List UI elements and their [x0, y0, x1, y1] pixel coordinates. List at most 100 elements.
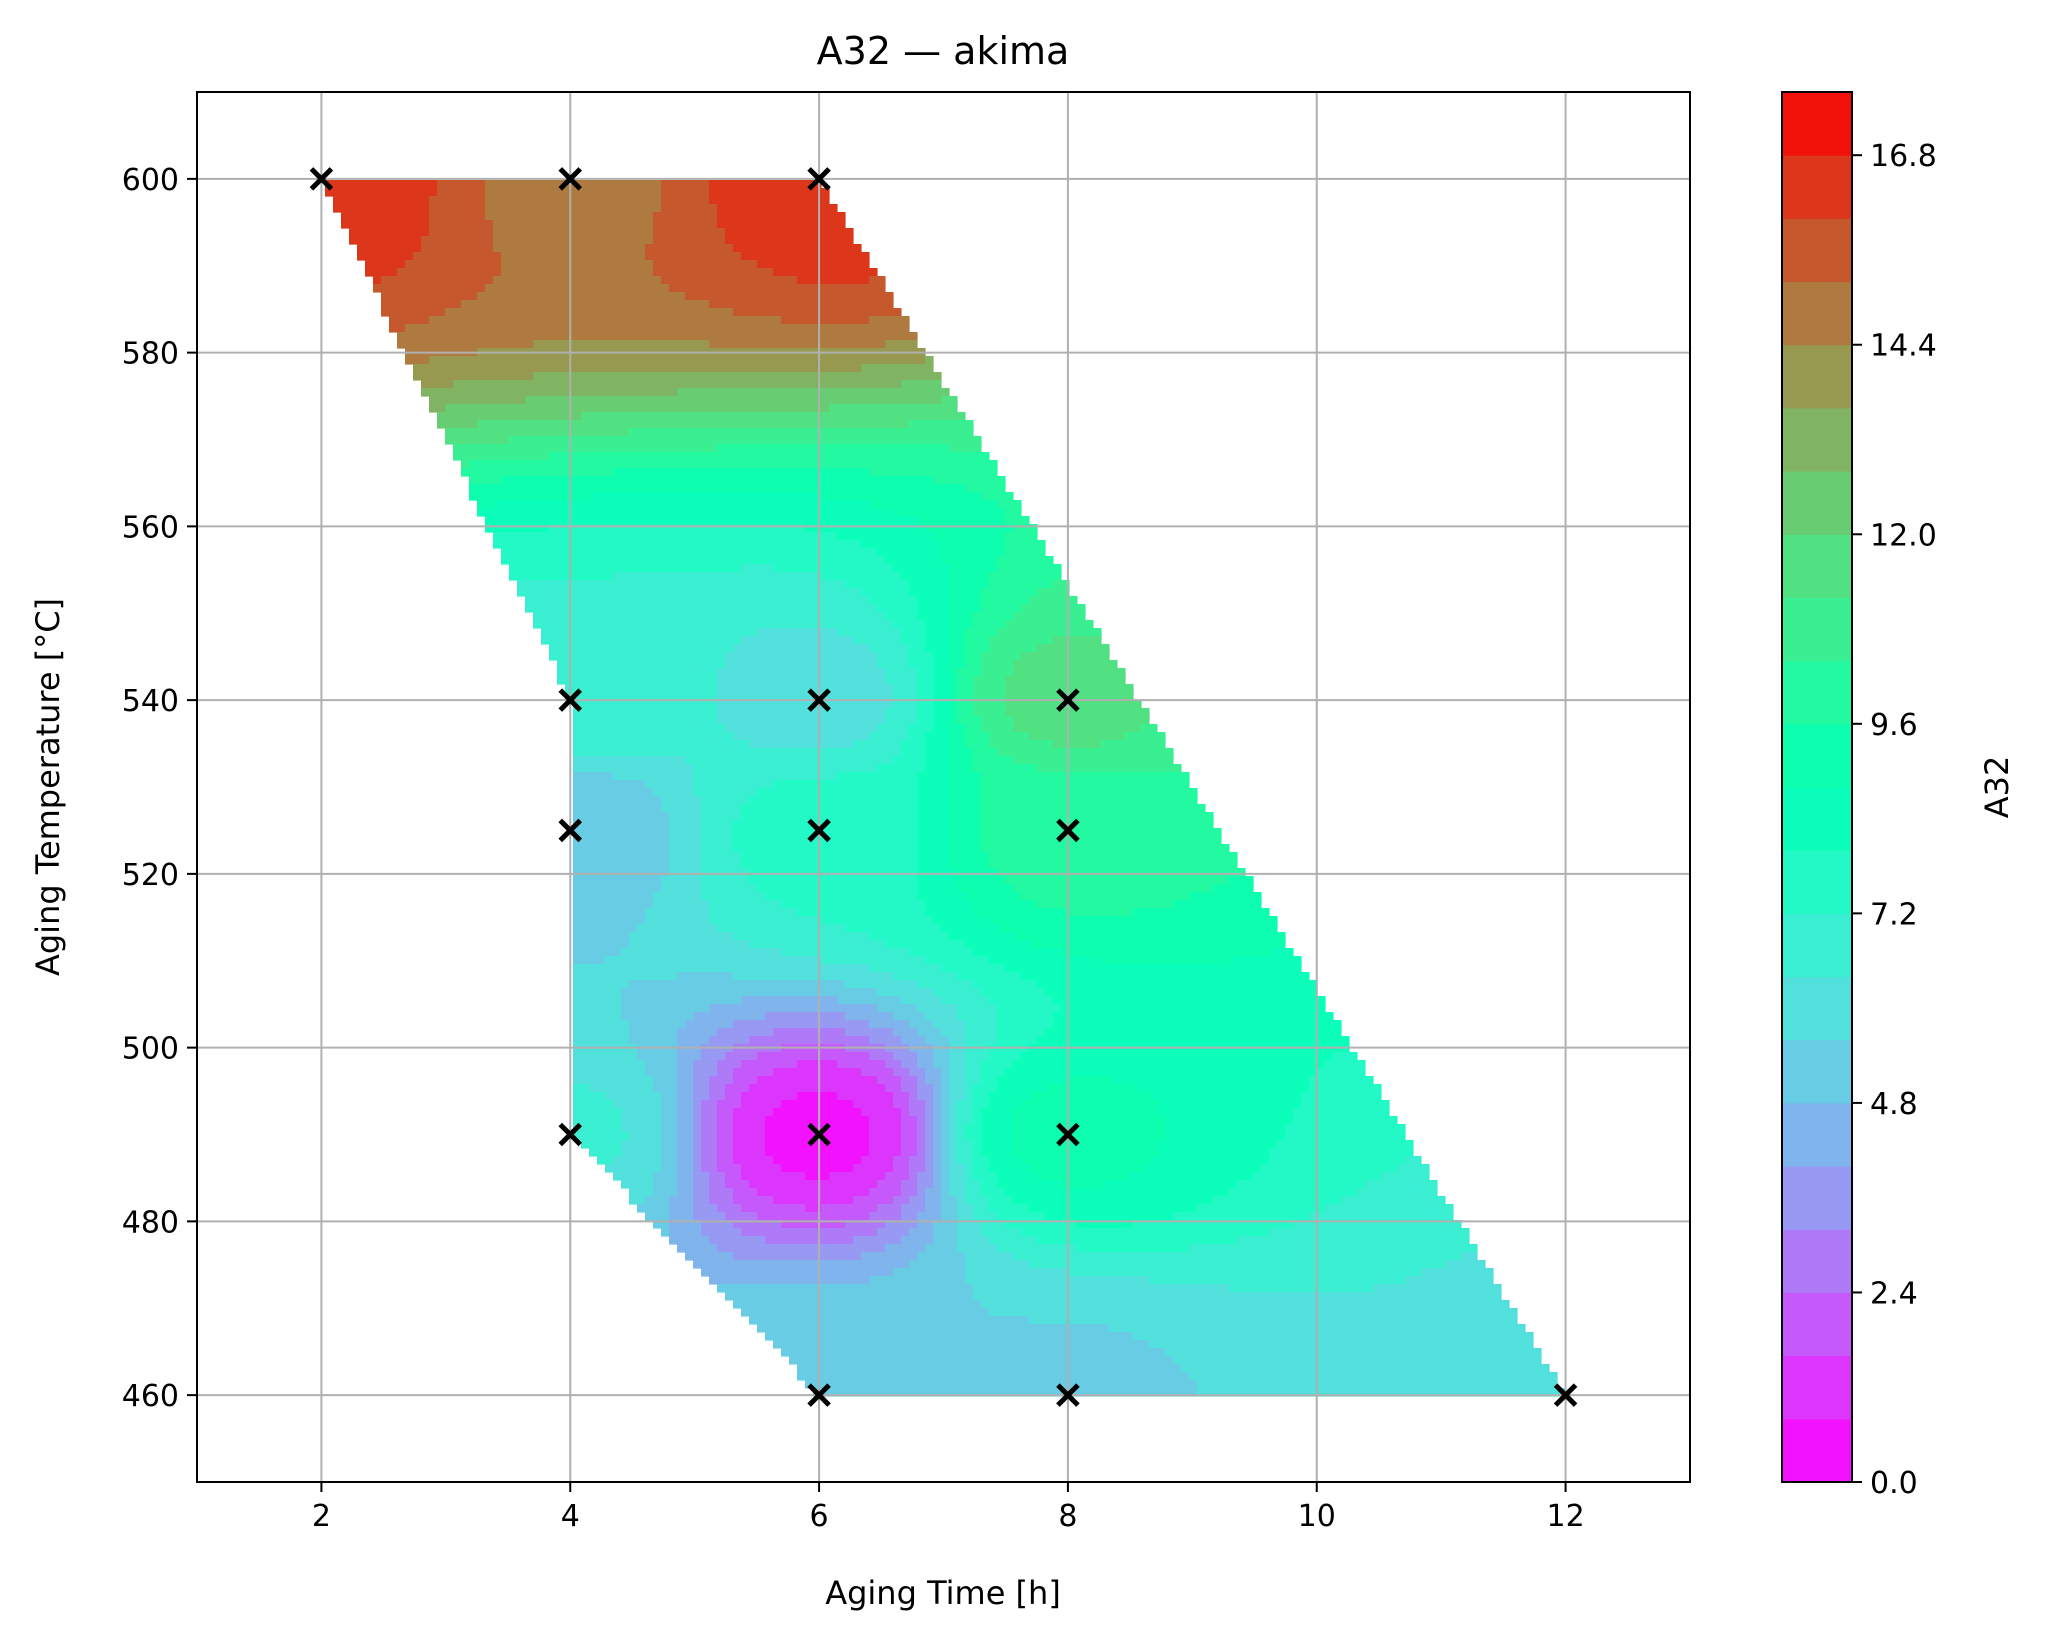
- contour-cell: [797, 180, 806, 189]
- contour-cell: [669, 244, 678, 253]
- contour-cell: [581, 420, 590, 429]
- contour-cell: [1053, 764, 1062, 773]
- contour-cell: [749, 380, 758, 389]
- contour-cell: [877, 444, 886, 453]
- contour-cell: [805, 220, 814, 229]
- contour-cell: [813, 628, 822, 637]
- contour-cell: [709, 724, 718, 733]
- contour-cell: [549, 236, 558, 245]
- contour-cell: [597, 396, 606, 405]
- contour-cell: [733, 532, 742, 541]
- contour-cell: [773, 692, 782, 701]
- contour-cell: [541, 188, 550, 197]
- contour-cell: [893, 564, 902, 573]
- contour-cell: [789, 324, 798, 333]
- contour-cell: [741, 636, 750, 645]
- contour-cell: [981, 548, 990, 557]
- contour-cell: [621, 292, 630, 301]
- contour-cell: [1125, 700, 1134, 709]
- contour-cell: [709, 508, 718, 517]
- contour-cell: [389, 204, 398, 213]
- contour-cell: [605, 708, 614, 717]
- contour-cell: [845, 436, 854, 445]
- contour-cell: [893, 444, 902, 453]
- contour-cell: [693, 460, 702, 469]
- contour-cell: [1101, 668, 1110, 677]
- contour-cell: [821, 652, 830, 661]
- contour-cell: [677, 404, 686, 413]
- contour-cell: [925, 732, 934, 741]
- contour-cell: [1157, 756, 1166, 765]
- contour-cell: [789, 428, 798, 437]
- contour-cell: [557, 300, 566, 309]
- contour-cell: [909, 476, 918, 485]
- contour-cell: [597, 668, 606, 677]
- contour-cell: [757, 684, 766, 693]
- contour-cell: [677, 380, 686, 389]
- contour-cell: [965, 572, 974, 581]
- contour-cell: [589, 292, 598, 301]
- contour-cell: [781, 236, 790, 245]
- contour-cell: [525, 212, 534, 221]
- contour-cell: [597, 324, 606, 333]
- contour-cell: [629, 308, 638, 317]
- contour-cell: [589, 308, 598, 317]
- contour-cell: [645, 276, 654, 285]
- contour-cell: [789, 236, 798, 245]
- contour-cell: [589, 724, 598, 733]
- contour-cell: [605, 388, 614, 397]
- contour-cell: [805, 764, 814, 773]
- contour-cell: [773, 540, 782, 549]
- contour-cell: [693, 588, 702, 597]
- contour-cell: [541, 292, 550, 301]
- contour-cell: [461, 364, 470, 373]
- contour-cell: [957, 516, 966, 525]
- contour-cell: [781, 668, 790, 677]
- contour-cell: [949, 596, 958, 605]
- contour-cell: [949, 732, 958, 741]
- contour-cell: [661, 484, 670, 493]
- contour-cell: [381, 308, 390, 317]
- contour-cell: [669, 724, 678, 733]
- contour-cell: [957, 668, 966, 677]
- contour-cell: [581, 196, 590, 205]
- contour-cell: [845, 500, 854, 509]
- contour-cell: [877, 476, 886, 485]
- contour-cell: [1133, 748, 1142, 757]
- contour-cell: [613, 268, 622, 277]
- contour-cell: [861, 468, 870, 477]
- contour-cell: [509, 220, 518, 229]
- contour-cell: [893, 716, 902, 725]
- contour-cell: [909, 532, 918, 541]
- contour-cell: [485, 220, 494, 229]
- contour-cell: [637, 668, 646, 677]
- contour-cell: [533, 596, 542, 605]
- contour-cell: [973, 460, 982, 469]
- contour-cell: [869, 516, 878, 525]
- contour-cell: [1053, 756, 1062, 765]
- contour-cell: [589, 212, 598, 221]
- contour-cell: [941, 404, 950, 413]
- contour-cell: [669, 276, 678, 285]
- contour-cell: [557, 412, 566, 421]
- contour-cell: [837, 260, 846, 269]
- contour-cell: [965, 476, 974, 485]
- contour-cell: [525, 252, 534, 261]
- contour-cell: [765, 708, 774, 717]
- contour-cell: [605, 300, 614, 309]
- contour-cell: [981, 524, 990, 533]
- contour-cell: [805, 668, 814, 677]
- contour-cell: [469, 300, 478, 309]
- contour-cell: [461, 324, 470, 333]
- contour-cell: [541, 508, 550, 517]
- contour-cell: [853, 628, 862, 637]
- contour-cell: [717, 620, 726, 629]
- contour-cell: [781, 660, 790, 669]
- contour-cell: [861, 604, 870, 613]
- contour-cell: [469, 204, 478, 213]
- contour-cell: [941, 748, 950, 757]
- contour-cell: [893, 548, 902, 557]
- contour-cell: [445, 196, 454, 205]
- contour-cell: [789, 740, 798, 749]
- contour-cell: [981, 764, 990, 773]
